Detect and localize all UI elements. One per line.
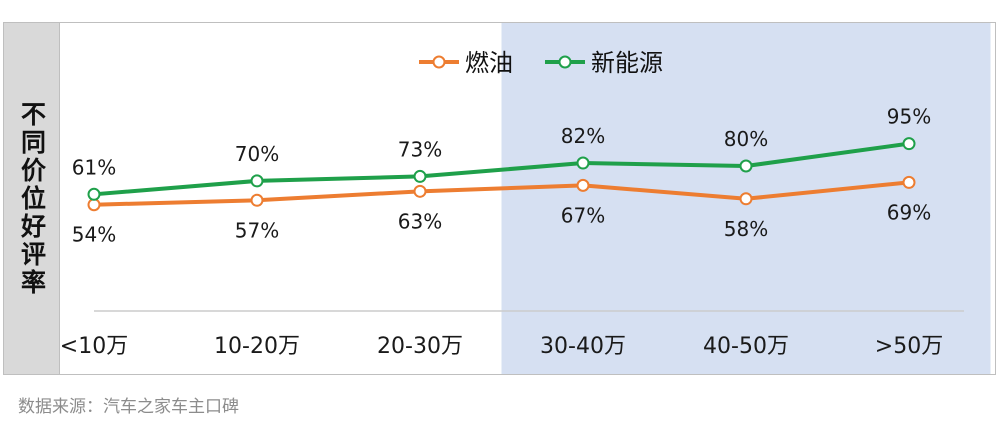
legend-label: 新能源 xyxy=(591,49,663,77)
x-tick-label: 20-30万 xyxy=(377,334,463,359)
series-line xyxy=(93,141,910,197)
data-label: 73% xyxy=(398,137,442,161)
x-tick-label: 10-20万 xyxy=(214,334,300,359)
data-label: 95% xyxy=(887,105,931,129)
x-tick-label: 30-40万 xyxy=(540,334,626,359)
series-line xyxy=(93,180,910,207)
data-source: 数据来源：汽车之家车主口碑 xyxy=(18,397,239,417)
x-tick-label: 40-50万 xyxy=(703,334,789,359)
data-point xyxy=(576,156,590,170)
data-point xyxy=(250,193,264,207)
data-point xyxy=(87,187,101,201)
x-tick-label: <10万 xyxy=(60,334,128,359)
legend-marker xyxy=(558,55,572,69)
data-point xyxy=(902,175,916,189)
data-label: 63% xyxy=(398,209,442,233)
data-point xyxy=(902,137,916,151)
data-point xyxy=(413,169,427,183)
legend-marker xyxy=(432,55,446,69)
side-title-bar: 不同价位好评率 xyxy=(4,23,60,374)
line-chart: <10万 10-20万 20-30万 30-40万 40-50万 >50万 54% 57% 63… xyxy=(60,23,991,374)
legend-label: 燃油 xyxy=(465,49,513,77)
side-title: 不同价位好评率 xyxy=(17,100,47,297)
data-label: 69% xyxy=(887,200,931,224)
data-point xyxy=(576,178,590,192)
data-label: 67% xyxy=(561,203,605,227)
data-point xyxy=(413,184,427,198)
data-label: 57% xyxy=(235,218,279,242)
chart-panel: 不同价位好评率 <10万 10-20万 20-30万 30-40万 40-50万 >50万… xyxy=(3,22,996,375)
data-point xyxy=(739,159,753,173)
data-label: 61% xyxy=(72,155,116,179)
x-tick-label: >50万 xyxy=(875,334,943,359)
data-label: 82% xyxy=(561,124,605,148)
data-label: 54% xyxy=(72,223,116,247)
data-point xyxy=(739,192,753,206)
data-point xyxy=(87,198,101,212)
data-point xyxy=(250,174,264,188)
data-label: 70% xyxy=(235,142,279,166)
data-label: 58% xyxy=(724,217,768,241)
data-label: 80% xyxy=(724,127,768,151)
